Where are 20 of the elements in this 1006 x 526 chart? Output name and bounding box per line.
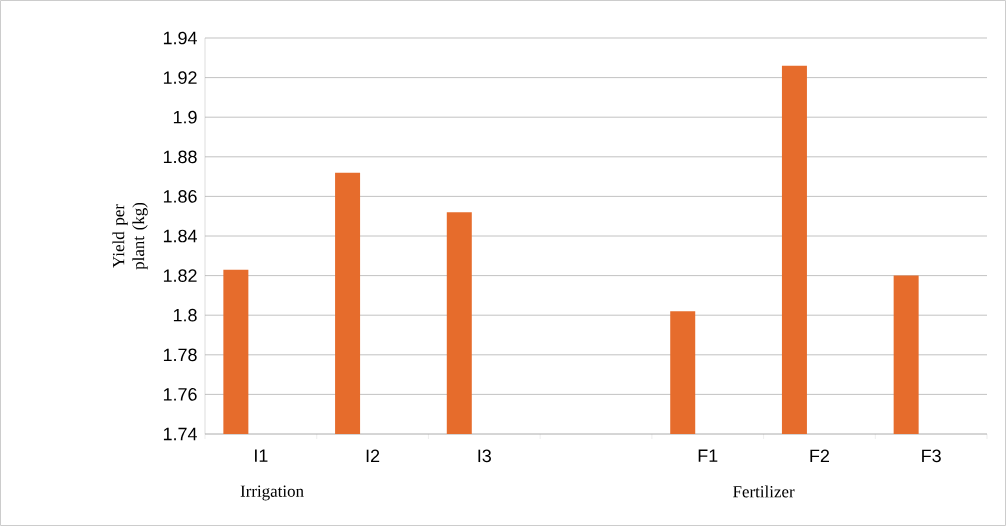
y-tick-label: 1.94	[163, 31, 197, 45]
x-tick-label: F2	[810, 449, 829, 463]
y-tick-label: 1.84	[163, 229, 197, 243]
y-tick-label: 1.86	[163, 190, 197, 203]
y-tick-label: 1.92	[163, 71, 197, 84]
x-tick-label: I3	[478, 449, 491, 463]
y-tick-label: 1.74	[163, 427, 197, 441]
x-tick-label: I1	[255, 449, 268, 462]
y-tick-label: 1.82	[163, 269, 197, 282]
text: Fertilizer	[733, 485, 795, 498]
text: Irrigation	[240, 485, 304, 501]
y-tick-label: 1.9	[173, 110, 197, 124]
x-tick-label: I2	[366, 449, 380, 463]
x-tick-label: F3	[922, 449, 941, 463]
x-tick-label: F1	[698, 449, 718, 462]
y-tick-label: 1.76	[163, 388, 197, 401]
y-axis-title: Yield per plant (kg)	[112, 202, 148, 270]
y-tick-label: 1.8	[173, 308, 197, 322]
y-tick-label: 1.88	[163, 150, 197, 164]
y-tick-label: 1.78	[163, 348, 197, 362]
